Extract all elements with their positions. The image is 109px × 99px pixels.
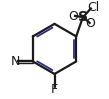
Text: O: O	[68, 10, 78, 23]
Text: Cl: Cl	[88, 1, 100, 14]
Text: F: F	[51, 83, 58, 96]
Text: S: S	[78, 10, 88, 24]
Text: N: N	[11, 55, 20, 68]
Text: O: O	[86, 17, 96, 30]
